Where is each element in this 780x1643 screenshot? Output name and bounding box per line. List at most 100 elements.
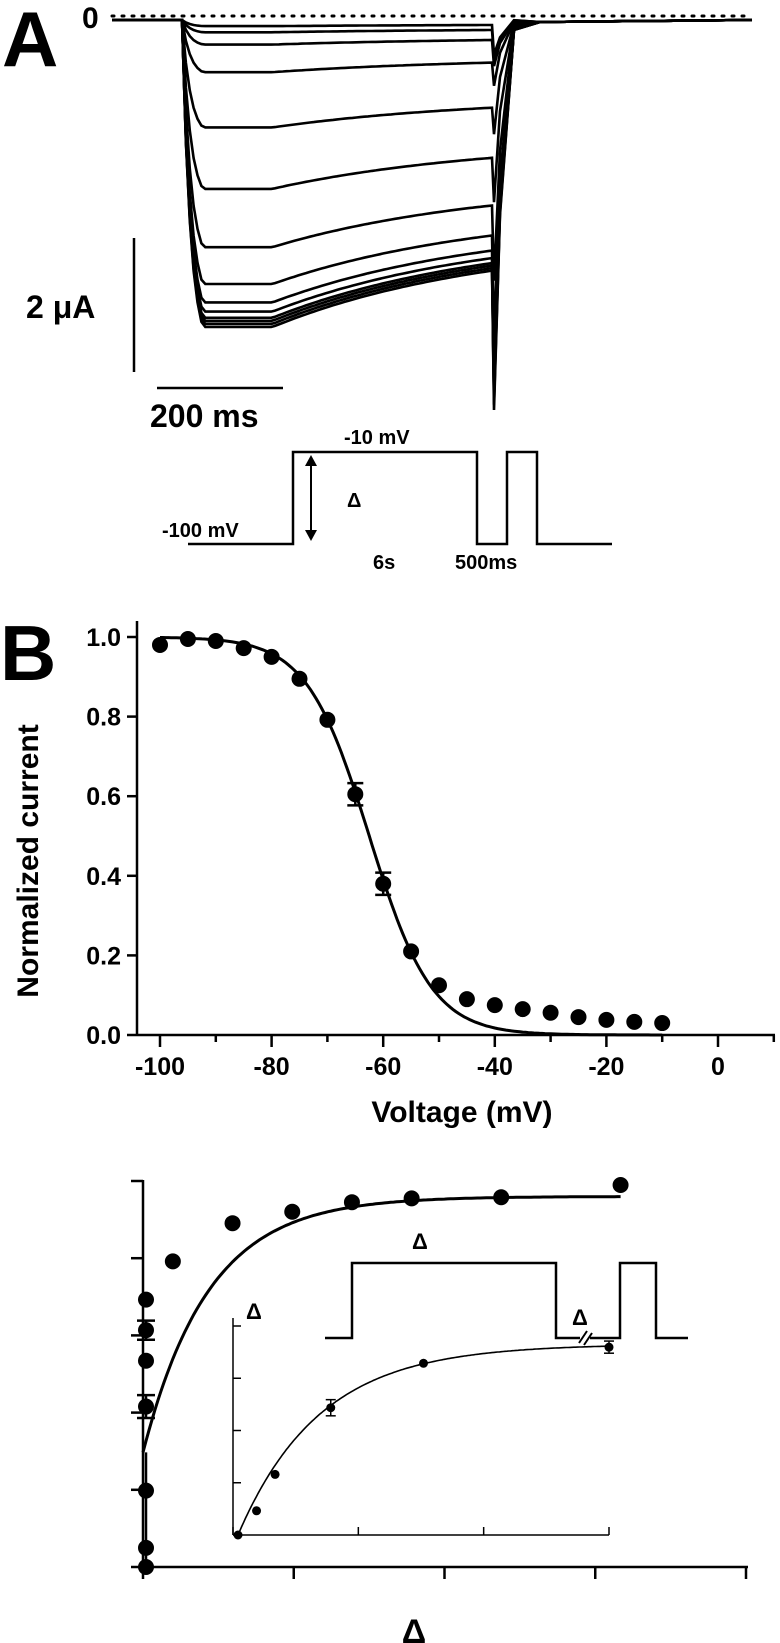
- inset-data-point: [326, 1403, 336, 1413]
- panel-b-y-tick-label: 0.0: [86, 1022, 121, 1050]
- current-trace: [112, 18, 753, 384]
- current-trace: [112, 18, 753, 394]
- panel-b-data-point: [263, 648, 280, 665]
- panel-c-data-point: [138, 1482, 154, 1499]
- panel-b-x-tick-label: -20: [588, 1053, 624, 1081]
- panel-c-data-point: [138, 1291, 154, 1308]
- panel-b-data-point: [514, 1001, 531, 1018]
- panel-b-x-tick-label: -100: [135, 1053, 185, 1081]
- inset-data-point: [419, 1358, 428, 1368]
- protocol-holding-voltage: -100 mV: [162, 520, 239, 542]
- panel-b-data-point: [403, 943, 420, 960]
- panel-b-data-point: [235, 640, 252, 657]
- panel-b-x-tick-label: -80: [254, 1053, 290, 1081]
- current-trace: [112, 18, 753, 135]
- panel-b-fit-curve: [160, 636, 663, 1037]
- panel-a: A 0 2 μA 200 ms -10 mV -100 mV Δ 6s 500m…: [2, 0, 754, 574]
- panel-b-data-point: [291, 670, 308, 687]
- panel-b-y-tick-label: 0.2: [86, 942, 121, 970]
- panel-b-y-tick-label: 1.0: [86, 624, 121, 652]
- panel-a-letter: A: [2, 0, 58, 83]
- panel-b-data-point: [458, 991, 475, 1008]
- panel-b: B 0.0 0.2 0.4 0.6 0.8 1.0 -100 -80 -60 -40 -20 0 No…: [0, 609, 776, 1129]
- panel-c-fit-curve: [141, 1195, 621, 1567]
- panel-b-letter: B: [0, 609, 56, 697]
- panel-b-data-point: [654, 1015, 671, 1032]
- panel-c-protocol-gap-delta: Δ: [572, 1305, 588, 1330]
- panel-b-x-tick-label: -40: [477, 1053, 513, 1081]
- zero-current-label: 0: [82, 2, 99, 35]
- panel-b-data-point: [486, 997, 503, 1014]
- protocol-delta: Δ: [347, 490, 361, 512]
- inset-fit-curve: [237, 1345, 610, 1536]
- current-trace: [112, 18, 753, 281]
- protocol-waveform: [188, 450, 612, 546]
- panel-c-x-axis-label: Δ: [402, 1613, 426, 1643]
- panel-c-data-point: [224, 1215, 241, 1232]
- current-trace: [112, 18, 753, 87]
- panel-b-data-point: [152, 636, 168, 653]
- panel-b-data-point: [598, 1011, 615, 1028]
- panel-c-protocol-delta: Δ: [412, 1229, 428, 1254]
- protocol-test-voltage: -10 mV: [344, 427, 410, 449]
- current-trace: [112, 18, 753, 59]
- panel-c-data-point: [138, 1398, 154, 1415]
- current-trace: [112, 18, 753, 203]
- panel-b-data-point: [319, 711, 336, 728]
- panel-b-y-axis-label: Normalized current: [12, 724, 45, 997]
- panel-b-y-tick-label: 0.4: [86, 863, 121, 891]
- arrow-head-down-icon: [305, 530, 317, 541]
- panel-b-y-tick-label: 0.8: [86, 704, 121, 732]
- current-trace: [112, 18, 753, 405]
- inset-axes: [232, 1318, 610, 1536]
- inset-data-point: [270, 1469, 280, 1479]
- inset-data-point: [604, 1342, 614, 1352]
- current-trace: [112, 18, 753, 67]
- panel-b-data-point: [431, 977, 447, 994]
- panel-c-data-points: [137, 1177, 629, 1575]
- panel-c-protocol-waveform: [325, 1261, 688, 1340]
- panel-b-data-point: [542, 1004, 559, 1021]
- panel-b-data-point: [570, 1009, 587, 1026]
- time-scale-label: 200 ms: [150, 398, 259, 434]
- panel-b-x-tick-label: 0: [711, 1053, 725, 1081]
- current-trace: [112, 18, 753, 368]
- panel-b-y-tick-label: 0.6: [86, 783, 121, 811]
- panel-c-axes: [131, 1179, 748, 1579]
- panel-c-data-point: [612, 1177, 629, 1193]
- panel-c-data-point: [493, 1189, 510, 1206]
- panel-b-fit-line: [160, 636, 663, 1037]
- panel-b-x-axis-label: Voltage (mV): [371, 1096, 552, 1129]
- panel-c-data-point: [138, 1559, 154, 1575]
- protocol-prepulse-duration: 6s: [373, 552, 395, 574]
- panel-c-data-point: [138, 1322, 154, 1339]
- panel-b-data-points: [152, 630, 671, 1032]
- inset-data-point: [233, 1530, 243, 1540]
- axis-break-icon: [578, 1330, 593, 1346]
- panel-c-data-point: [138, 1539, 154, 1556]
- panel-b-data-point: [207, 632, 224, 649]
- panel-c-fit-line: [141, 1195, 621, 1453]
- voltage-protocol: -10 mV -100 mV Δ 6s 500ms: [162, 427, 612, 574]
- panel-c-data-point: [284, 1203, 301, 1220]
- panel-c-data-point: [343, 1194, 360, 1211]
- panel-c: Δ Δ Δ Δ: [131, 1177, 748, 1643]
- panel-b-x-tick-label: -60: [365, 1053, 401, 1081]
- inset-data-point: [252, 1506, 262, 1516]
- current-trace: [112, 18, 753, 411]
- current-scale-label: 2 μA: [26, 289, 95, 325]
- inset-y-axis-label: Δ: [246, 1299, 262, 1324]
- inset-data-points: [233, 1340, 614, 1540]
- protocol-test-duration: 500ms: [455, 552, 517, 574]
- arrow-head-up-icon: [305, 455, 317, 466]
- panel-c-data-point: [403, 1190, 420, 1207]
- current-trace: [112, 18, 753, 400]
- current-traces: [112, 18, 753, 411]
- inset-fit-line: [237, 1345, 610, 1536]
- panel-c-data-point: [138, 1352, 154, 1369]
- panel-b-data-point: [375, 875, 392, 892]
- panel-b-axes: 0.0 0.2 0.4 0.6 0.8 1.0 -100 -80 -60 -40 -20 0: [86, 621, 776, 1081]
- panel-b-data-point: [347, 786, 364, 803]
- panel-c-data-point: [164, 1253, 181, 1270]
